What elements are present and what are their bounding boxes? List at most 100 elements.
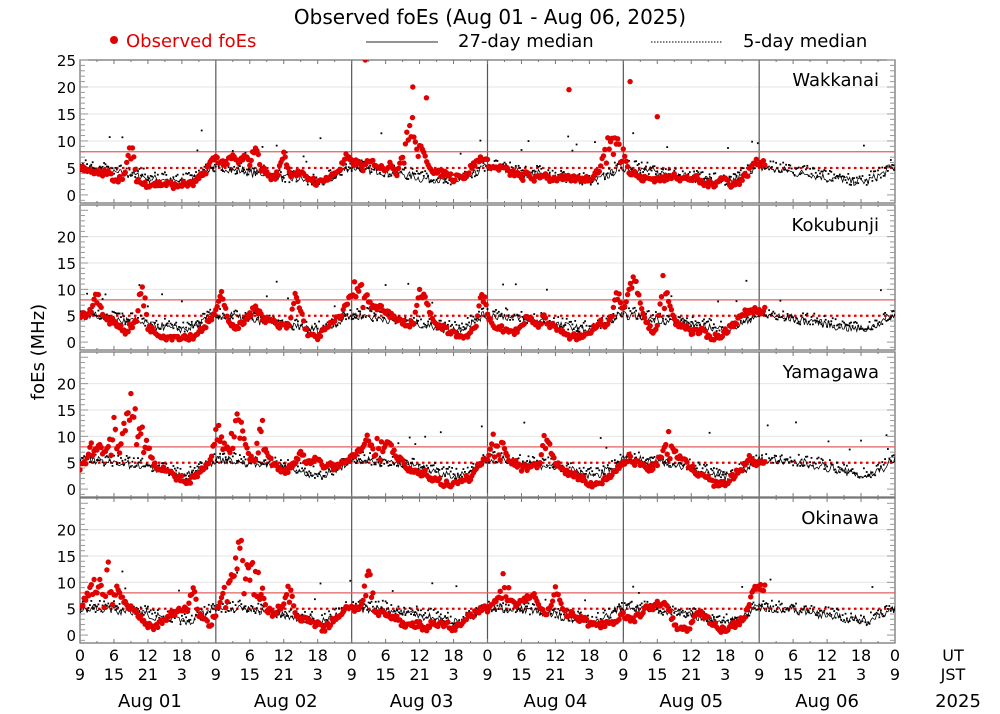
- median5-point: [360, 462, 363, 464]
- observed-point: [221, 584, 227, 591]
- median5-point: [106, 165, 108, 168]
- median5-point: [844, 179, 847, 181]
- observed-point: [486, 452, 492, 458]
- median5-point: [118, 165, 121, 167]
- observed-point: [255, 569, 261, 576]
- median5-point: [462, 172, 465, 175]
- median5-point: [182, 620, 185, 622]
- median5-point: [880, 289, 882, 292]
- median5-point: [821, 611, 824, 614]
- median5-point: [495, 309, 497, 311]
- median5-point: [437, 468, 439, 470]
- observed-point: [484, 156, 491, 163]
- median5-point: [812, 167, 814, 170]
- median5-point: [447, 323, 449, 326]
- median5-point: [91, 161, 94, 164]
- median5-point: [159, 327, 162, 330]
- observed-point: [394, 172, 400, 179]
- median5-point: [819, 610, 821, 612]
- x-tick-label-ut: 12: [274, 646, 294, 665]
- median5-point: [646, 310, 649, 313]
- median5-point: [100, 317, 103, 320]
- observed-point: [230, 445, 236, 451]
- median5-point: [373, 168, 376, 171]
- median5-point: [775, 604, 777, 606]
- median5-point: [93, 461, 95, 463]
- median5-point: [748, 614, 751, 617]
- observed-point: [218, 594, 225, 601]
- observed-point: [291, 603, 297, 609]
- median5-point: [96, 315, 98, 317]
- median5-point: [891, 607, 894, 609]
- median5-point: [582, 321, 585, 324]
- median5-point: [319, 582, 322, 585]
- observed-point: [630, 274, 636, 280]
- median5-point: [469, 314, 472, 317]
- median5-point: [186, 173, 189, 175]
- median5-point: [144, 465, 146, 468]
- median5-point: [816, 317, 819, 320]
- median5-point: [454, 477, 456, 480]
- median5-point: [325, 619, 328, 621]
- station-label: Okinawa: [801, 508, 879, 529]
- median5-point: [471, 466, 473, 468]
- median5-point: [831, 317, 834, 320]
- median5-point: [475, 607, 478, 609]
- median5-point: [806, 609, 809, 612]
- median5-point: [800, 611, 803, 614]
- median5-point: [422, 614, 425, 616]
- observed-point: [88, 582, 95, 588]
- median5-point: [383, 462, 386, 465]
- observed-point: [353, 294, 359, 300]
- median5-point: [833, 610, 836, 612]
- median5-point: [291, 615, 294, 618]
- median5-point: [830, 320, 833, 323]
- median5-point: [887, 319, 889, 321]
- median5-point: [168, 619, 170, 622]
- median5-point: [697, 321, 700, 324]
- median5-point: [527, 455, 530, 458]
- observed-point: [407, 122, 413, 129]
- median5-point: [814, 462, 817, 465]
- observed-point: [422, 294, 428, 300]
- median5-point: [439, 431, 442, 434]
- observed-point: [112, 592, 119, 598]
- median5-point: [741, 586, 744, 588]
- observed-point: [599, 481, 605, 487]
- median5-point: [602, 465, 605, 468]
- median5-point: [793, 459, 796, 462]
- median5-point: [147, 179, 149, 181]
- median5-point: [355, 316, 357, 319]
- median5-point: [305, 471, 308, 474]
- observed-point: [624, 458, 631, 465]
- observed-point: [112, 426, 119, 432]
- median5-point: [346, 169, 349, 171]
- observed-point: [602, 146, 608, 153]
- median5-point: [247, 319, 250, 322]
- median5-point: [502, 283, 504, 286]
- median5-point: [90, 600, 93, 602]
- median5-point: [803, 605, 806, 608]
- median5-point: [591, 470, 594, 473]
- median5-point: [282, 613, 285, 616]
- median5-point: [141, 457, 144, 460]
- observed-point: [647, 323, 653, 329]
- median5-point: [516, 313, 519, 316]
- x-tick-label-ut: 18: [172, 646, 192, 665]
- median5-point: [882, 614, 885, 617]
- y-tick-label: 0: [66, 481, 76, 499]
- observed-point: [90, 452, 96, 459]
- median5-point: [162, 324, 165, 327]
- y-tick-label: 15: [57, 402, 76, 420]
- median5-point: [104, 163, 107, 166]
- median5-point: [591, 181, 594, 184]
- median5-point: [173, 323, 176, 326]
- median5-point: [619, 605, 622, 608]
- median5-point: [138, 168, 141, 170]
- median5-point: [165, 462, 168, 465]
- median5-point: [778, 316, 780, 319]
- median5-point: [809, 167, 811, 170]
- median5-point: [676, 614, 678, 616]
- median5-point: [567, 463, 570, 465]
- median5-point: [432, 179, 435, 181]
